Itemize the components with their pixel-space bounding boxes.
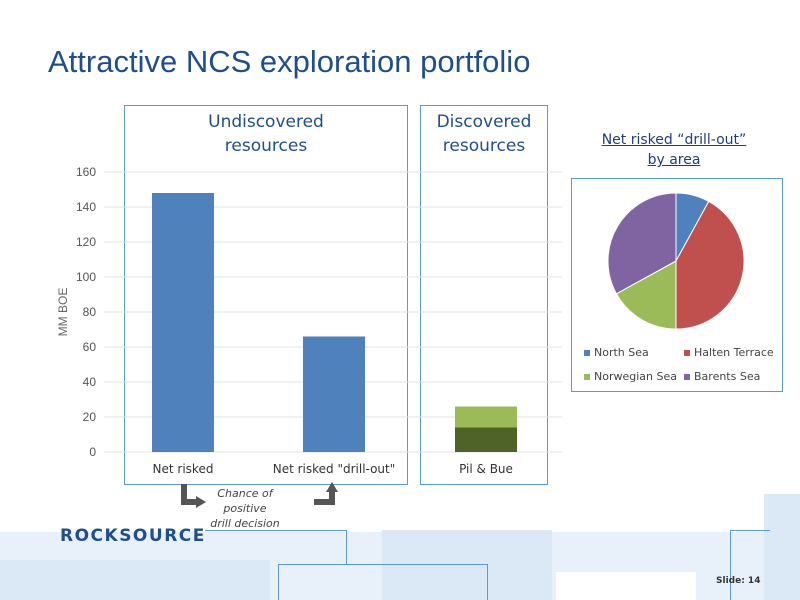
discovered-label: Discovered resources: [420, 110, 548, 158]
y-axis-label: MM BOE: [56, 288, 70, 337]
y-tick-label: 140: [76, 200, 96, 214]
pie-title-line-1: Net risked “drill-out”: [601, 132, 747, 148]
bar: [303, 336, 365, 452]
discovered-box: [420, 105, 548, 485]
y-tick-label: 20: [83, 410, 97, 424]
pie-box: [571, 178, 783, 392]
legend-swatch: [584, 374, 590, 380]
undiscovered-label-line-1: Undiscovered: [208, 112, 324, 132]
decor-block: [382, 530, 552, 600]
decor-block: [556, 572, 696, 600]
legend-item: North Sea: [584, 346, 649, 359]
decor-line: [730, 530, 770, 600]
legend-label: North Sea: [594, 346, 649, 359]
undiscovered-label-line-2: resources: [224, 136, 308, 156]
legend-label: Halten Terrace: [694, 346, 774, 359]
bar: [455, 406, 517, 428]
legend-swatch: [584, 350, 590, 356]
decor-block: [764, 494, 800, 600]
x-tick-label: Net risked: [153, 462, 214, 476]
chance-line-1: Chance of positive: [217, 487, 273, 515]
rocksource-logo: ROCKSOURCE: [60, 526, 206, 546]
legend-item: Norwegian Sea: [584, 370, 677, 383]
undiscovered-label: Undiscovered resources: [124, 110, 408, 158]
y-tick-label: 160: [76, 165, 96, 179]
chance-annotation: Chance of positive drill decision: [200, 486, 290, 531]
y-tick-label: 80: [83, 305, 97, 319]
discovered-label-line-1: Discovered: [436, 112, 532, 132]
legend-item: Barents Sea: [684, 370, 760, 383]
y-tick-label: 100: [76, 270, 96, 284]
y-tick-label: 120: [76, 235, 96, 249]
decor-line: [205, 530, 347, 564]
x-tick-label: Net risked "drill-out": [273, 462, 396, 476]
legend-label: Norwegian Sea: [594, 370, 677, 383]
page-title: Attractive NCS exploration portfolio: [48, 44, 531, 79]
y-tick-label: 0: [89, 445, 96, 459]
left-arrow-icon: [181, 484, 206, 508]
decor-line: [278, 564, 488, 600]
chance-line-2: drill decision: [210, 517, 280, 530]
legend-swatch: [684, 350, 690, 356]
x-tick-label: Pil & Bue: [459, 462, 513, 476]
legend-item: Halten Terrace: [684, 346, 774, 359]
legend-swatch: [684, 374, 690, 380]
slide-number: Slide: 14: [716, 576, 761, 586]
y-tick-label: 60: [83, 340, 97, 354]
y-tick-label: 40: [83, 375, 97, 389]
discovered-label-line-2: resources: [442, 136, 526, 156]
bar: [455, 427, 517, 452]
pie-title: Net risked “drill-out” by area: [574, 130, 774, 170]
pie-title-line-2: by area: [647, 152, 701, 168]
decor-block: [0, 560, 270, 600]
undiscovered-box: [124, 105, 408, 485]
legend-label: Barents Sea: [694, 370, 761, 383]
bar: [152, 193, 214, 452]
right-arrow-icon: [314, 482, 338, 505]
